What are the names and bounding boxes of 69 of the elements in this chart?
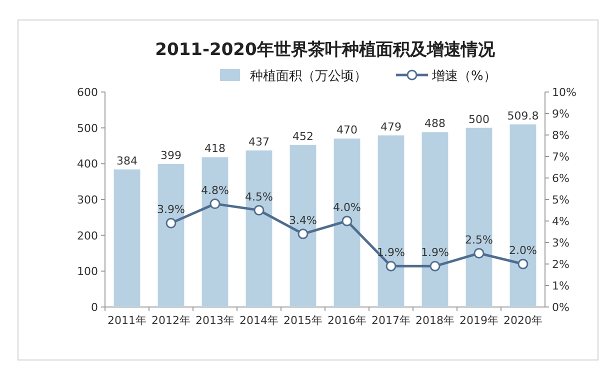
legend-label: 增速（%） — [431, 69, 496, 84]
y-tick-label: 0 — [91, 301, 98, 314]
point — [430, 260, 440, 272]
y-tick-label: 500 — [77, 122, 98, 135]
data-label: 2.5% — [465, 233, 493, 246]
point — [254, 205, 264, 216]
bar — [510, 124, 536, 307]
x-tick-label: 2014年 — [240, 314, 278, 327]
bar — [422, 132, 448, 307]
x-tick-label: 2013年 — [196, 314, 234, 327]
y2-tick-label: 4% — [552, 215, 570, 228]
y2-tick-label: 3% — [552, 236, 570, 250]
x-tick-label: 2011年 — [108, 314, 146, 327]
chart-title: 2011-2020年世界茶叶种植面积及增速情况 — [155, 40, 496, 60]
data-label: 1.9% — [421, 246, 449, 260]
data-label: 488 — [424, 117, 446, 130]
data-label: 437 — [248, 135, 270, 148]
x-tick-label: 2018年 — [416, 314, 454, 327]
bar — [466, 128, 492, 307]
point — [298, 228, 308, 240]
point — [474, 248, 484, 258]
y-tick-label: 100 — [77, 265, 98, 278]
y2-tick-label: 7% — [552, 150, 570, 164]
x-tick-label: 2012年 — [152, 314, 190, 327]
x-tick-label: 2020年 — [504, 314, 542, 327]
data-label: 479 — [380, 120, 402, 134]
bar — [246, 150, 272, 307]
y-tick-label: 600 — [77, 86, 98, 99]
y2-tick-label: 6% — [552, 172, 570, 185]
bar — [158, 164, 184, 307]
data-label: 2.0% — [509, 244, 537, 257]
data-label: 452 — [292, 130, 314, 144]
y2-tick-label: 0% — [552, 301, 570, 314]
bar — [378, 135, 404, 307]
y2-tick-label: 5% — [552, 194, 570, 206]
data-label: 3.4% — [289, 214, 317, 227]
y2-tick-label: 9% — [552, 108, 570, 120]
x-tick-label: 2019年 — [460, 314, 498, 327]
y-tick-label: 200 — [77, 229, 98, 242]
bar — [334, 138, 360, 307]
data-label: 4.5% — [245, 190, 273, 204]
x-tick-label: 2016年 — [328, 314, 366, 327]
point — [210, 198, 220, 210]
data-label: 4.8% — [201, 184, 229, 197]
data-label: 470 — [336, 124, 358, 137]
y2-tick-label: 2% — [552, 258, 570, 271]
point — [342, 216, 352, 226]
y-tick-label: 300 — [77, 194, 98, 206]
data-label: 418 — [204, 142, 226, 156]
data-label: 3.9% — [157, 203, 185, 216]
point — [518, 258, 528, 270]
x-tick-label: 2015年 — [284, 314, 322, 327]
data-label: 1.9% — [377, 246, 405, 260]
y2-tick-label: 1% — [552, 280, 570, 292]
data-label: 4.0% — [333, 201, 361, 214]
bar — [202, 157, 228, 307]
data-label: 500 — [468, 112, 490, 126]
data-label: 399 — [160, 149, 182, 162]
y2-tick-label: 8% — [552, 129, 570, 142]
bar — [114, 169, 140, 307]
x-tick-label: 2017年 — [372, 314, 410, 327]
bar — [290, 145, 316, 307]
point — [166, 218, 176, 228]
y-tick-label: 400 — [77, 158, 98, 171]
legend-label: 种植面积（万公顷） — [250, 69, 367, 84]
data-label: 384 — [116, 154, 138, 168]
data-label: 509.8 — [507, 109, 539, 122]
point — [386, 260, 396, 272]
y2-tick-label: 10% — [552, 86, 576, 99]
